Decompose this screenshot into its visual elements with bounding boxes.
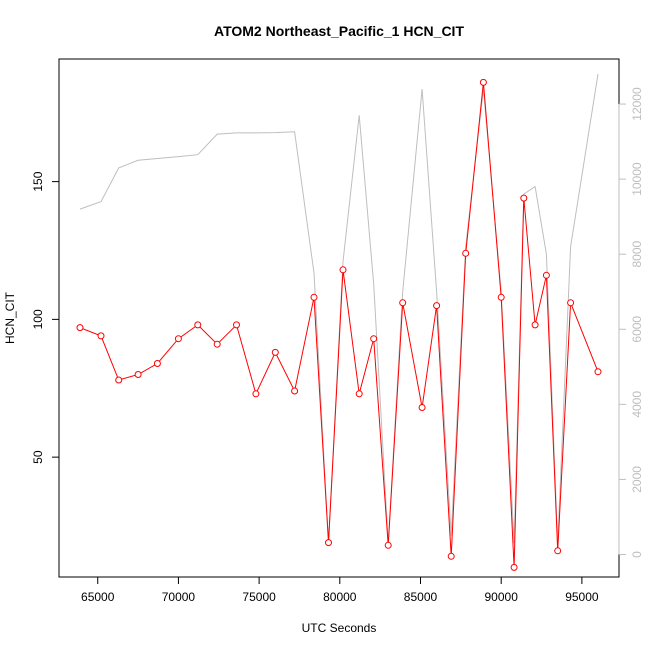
- hcn-data-point: [339, 266, 347, 274]
- hcn-data-point: [213, 340, 221, 348]
- hcn-data-point: [567, 299, 575, 307]
- hcn-data-point: [370, 335, 378, 343]
- y-tick-label: 100: [31, 309, 45, 329]
- x-axis: 65000 70000 75000 80000 85000 90000 95000: [81, 576, 599, 604]
- hcn-data-point: [384, 541, 392, 549]
- x-axis-label: UTC Seconds: [302, 621, 377, 635]
- plot-frame: [58, 58, 620, 578]
- x-tick-label: 65000: [81, 590, 115, 604]
- hcn-data-point: [399, 299, 407, 307]
- hcn-data-point: [418, 404, 426, 411]
- x-tick-label: 95000: [565, 590, 599, 604]
- y2-tick-label: 8000: [630, 241, 644, 268]
- hcn-data-point: [355, 390, 363, 398]
- hcn-data-point: [497, 293, 505, 301]
- hcn-data-point: [433, 302, 441, 310]
- y2-tick-label: 0: [630, 551, 644, 558]
- hcn-data-point: [510, 563, 518, 571]
- hcn-data-point: [554, 547, 562, 555]
- x-tick-label: 70000: [162, 590, 196, 604]
- secondary-series-line: [79, 73, 599, 544]
- hcn-data-point: [462, 249, 470, 257]
- hcn-data-point: [531, 321, 539, 329]
- hcn-data-point: [325, 539, 332, 547]
- hcn-data-point: [97, 332, 105, 340]
- y-tick-label: 150: [31, 171, 45, 191]
- hcn-data-point: [447, 552, 455, 560]
- hcn-data-point: [76, 324, 84, 332]
- hcn-data-point: [134, 371, 142, 378]
- hcn-data-point: [310, 293, 318, 301]
- hcn-data-point: [194, 321, 202, 329]
- hcn-data-point: [271, 348, 279, 356]
- y-axis: 50 100 150: [31, 171, 60, 464]
- hcn-data-point: [174, 335, 182, 343]
- x-tick-label: 85000: [404, 590, 438, 604]
- hcn-data-point: [115, 376, 123, 384]
- chart-title: ATOM2 Northeast_Pacific_1 HCN_CIT: [214, 23, 464, 39]
- hcn-data-point: [479, 78, 487, 86]
- series-layer: [76, 73, 602, 571]
- secondary-y-axis: 0 2000 4000 6000 8000 10000 12000: [618, 87, 644, 558]
- x-tick-label: 90000: [485, 590, 519, 604]
- y2-tick-label: 12000: [630, 87, 644, 121]
- hcn-data-point: [520, 194, 528, 202]
- y2-tick-label: 6000: [630, 316, 644, 343]
- hcn-data-point: [594, 368, 602, 376]
- x-tick-label: 80000: [323, 590, 357, 604]
- hcn-data-point: [153, 360, 161, 367]
- y2-tick-label: 10000: [630, 162, 644, 196]
- y2-tick-label: 2000: [630, 466, 644, 493]
- hcn-data-point: [291, 387, 299, 395]
- x-tick-label: 75000: [242, 590, 276, 604]
- y-tick-label: 50: [31, 450, 45, 464]
- hcn-series-line: [79, 82, 599, 568]
- y2-tick-label: 4000: [630, 391, 644, 418]
- hcn-data-point: [252, 390, 260, 398]
- y-axis-label: HCN_CIT: [3, 291, 17, 344]
- hcn-data-point: [542, 271, 550, 279]
- hcn-data-point: [233, 321, 240, 329]
